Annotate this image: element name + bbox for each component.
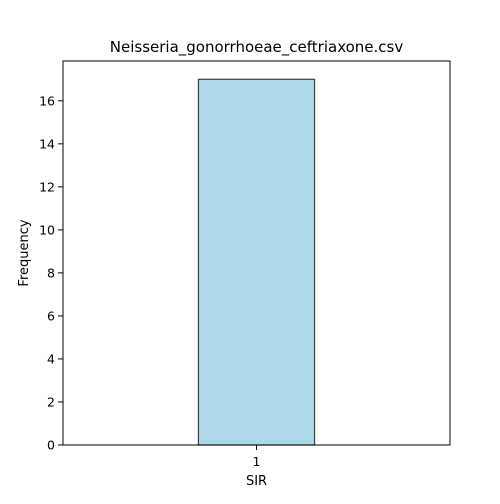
y-tick-label: 4: [47, 351, 55, 366]
axes-frame: [62, 60, 451, 446]
y-tick-label: 8: [47, 265, 55, 280]
y-tick-label: 6: [47, 308, 55, 323]
x-axis-label: SIR: [246, 474, 267, 489]
y-tick-label: 14: [39, 136, 55, 151]
y-tick-label: 0: [47, 438, 55, 453]
y-tick-label: 16: [39, 93, 55, 108]
y-tick-label: 10: [39, 222, 55, 237]
x-axis-ticks: 1: [253, 445, 261, 469]
chart-title: Neisseria_gonorrhoeae_ceftriaxone.csv: [110, 38, 404, 57]
x-tick-label: 1: [253, 454, 261, 469]
y-tick-label: 12: [39, 179, 55, 194]
y-tick-label: 2: [47, 394, 55, 409]
bars-layer: [78, 78, 435, 446]
y-axis-label: Frequency: [17, 219, 32, 286]
bar-1: [197, 78, 316, 446]
y-axis-ticks: 0 2 4 6 8 10 12 14 16: [39, 93, 63, 453]
